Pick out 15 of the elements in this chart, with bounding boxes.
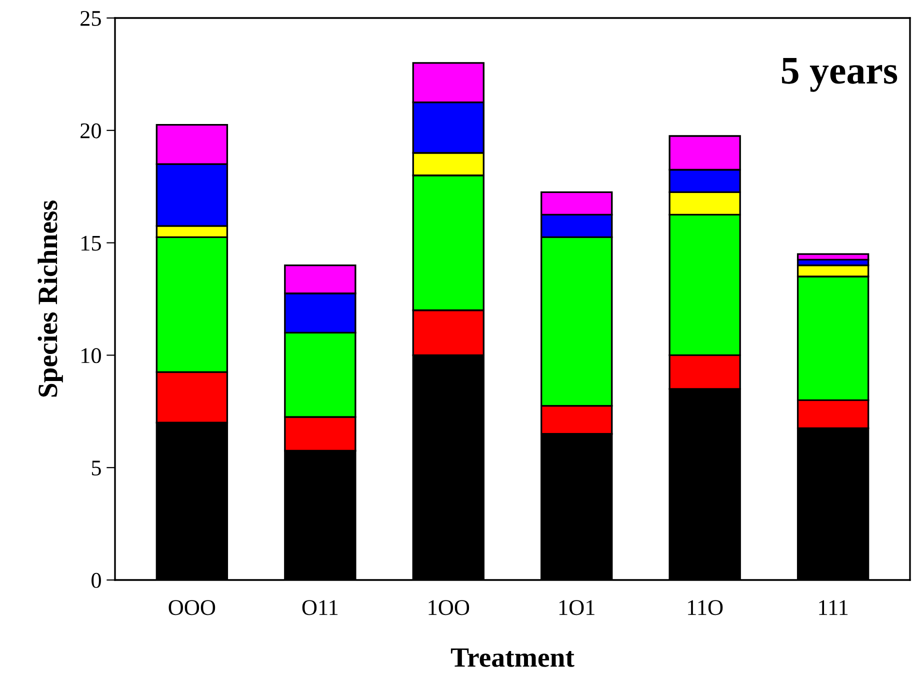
- y-tick-label: 15: [82, 236, 101, 251]
- y-tick-label: 25: [80, 10, 101, 26]
- y-axis-title: Species Richness: [38, 200, 63, 397]
- x-tick-label: 1O1: [559, 600, 594, 616]
- y-tick-label: 5: [92, 460, 101, 476]
- x-tick-label: 11O: [688, 600, 723, 616]
- x-tick-label: 111: [819, 600, 848, 615]
- y-tick-label: 20: [80, 123, 101, 138]
- x-axis-title: Treatment: [450, 648, 574, 667]
- x-tick-label: 1OO: [428, 600, 470, 616]
- y-tick-label: 10: [82, 348, 101, 364]
- y-tick-label: 0: [92, 572, 101, 588]
- x-tick-label: O11: [302, 600, 338, 616]
- x-tick-label: OOO: [168, 600, 216, 616]
- annotation: 5 years: [782, 58, 898, 92]
